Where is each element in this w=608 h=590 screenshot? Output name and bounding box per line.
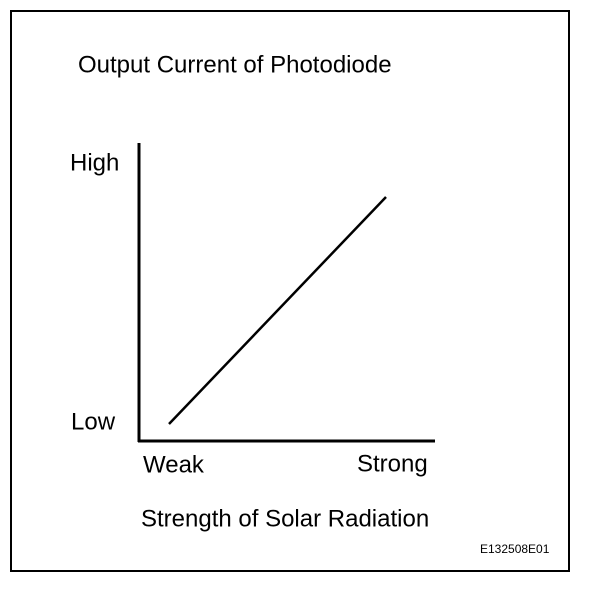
x-strong-label: Strong <box>357 450 428 477</box>
y-low-label: Low <box>71 408 116 435</box>
figure-code: E132508E01 <box>480 542 550 556</box>
title: Output Current of Photodiode <box>78 51 392 78</box>
x-axis-title: Strength of Solar Radiation <box>141 505 429 532</box>
y-high-label: High <box>70 149 119 176</box>
x-weak-label: Weak <box>143 451 205 478</box>
trend-line <box>168 196 387 425</box>
frame <box>10 10 570 572</box>
